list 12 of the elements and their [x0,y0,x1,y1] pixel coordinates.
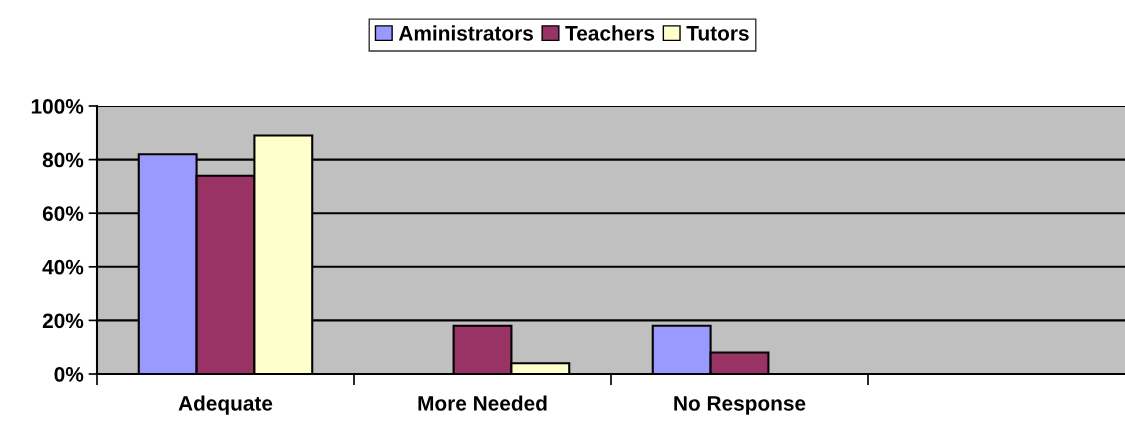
legend-label: Tutors [686,26,749,41]
y-tick-label: 100% [31,99,84,114]
y-tick-label: 80% [42,152,84,168]
y-tick-label: 60% [42,206,84,221]
legend-label: Teachers [565,25,655,41]
x-tick-label: Adequate [178,395,273,415]
x-tick-label: More Needed [418,395,547,411]
y-tick-label: 0% [54,367,84,382]
x-tick-label: No Response [674,396,806,415]
legend-label: Aministrators [398,25,533,41]
y-tick-label: 20% [42,313,84,329]
y-tick-label: 40% [42,259,84,275]
